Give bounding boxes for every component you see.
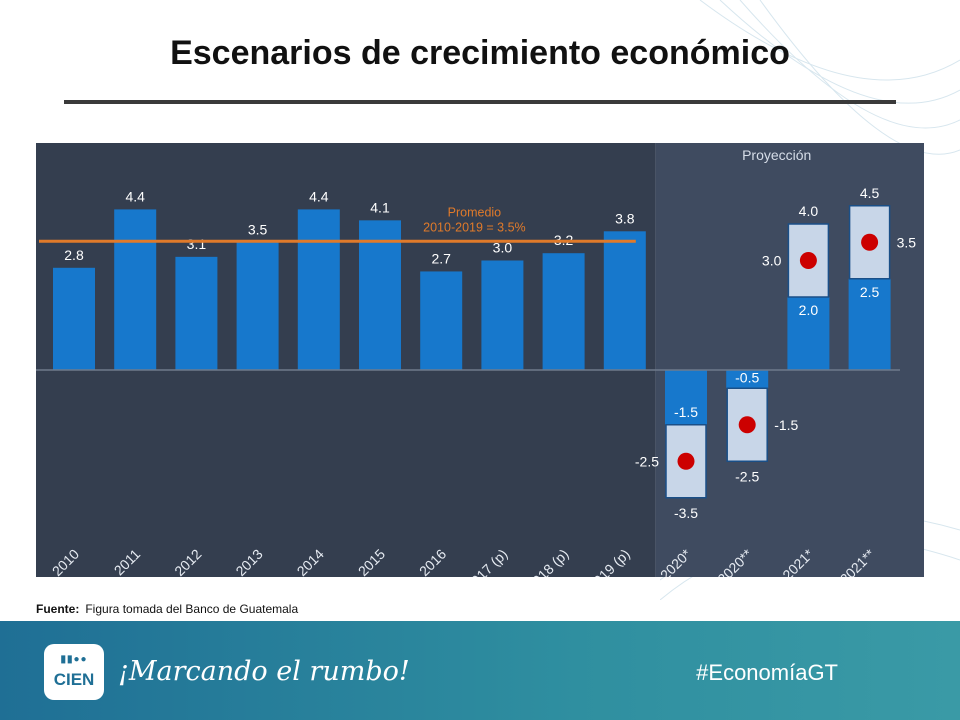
data-label-point-2020ss: -1.5 [774, 417, 798, 433]
logo-mark-icon: ▮▮●● [60, 654, 88, 665]
bar-2021ss [848, 278, 891, 370]
bar-2020s [665, 370, 707, 425]
hashtag: #EconomíaGT [696, 660, 838, 685]
data-label-point-2020s: -2.5 [635, 453, 659, 469]
data-label-point-2021ss: 3.5 [897, 234, 917, 250]
bar-2015 [359, 220, 401, 370]
bar-2010 [53, 267, 95, 370]
bar-2018p [542, 253, 585, 370]
data-label-2015: 4.1 [370, 199, 390, 215]
bar-2016 [420, 271, 463, 370]
bar-2012 [175, 256, 218, 370]
point-2020s [677, 452, 695, 470]
slogan: ¡Marcando el rumbo! [118, 656, 410, 687]
data-label-bar-2020s: -1.5 [674, 404, 698, 420]
cien-logo: ▮▮●● CIEN [44, 644, 104, 700]
projection-label: Proyección [742, 147, 811, 163]
source-text: Figura tomada del Banco de Guatemala [85, 602, 299, 616]
bar-2017p [481, 260, 524, 370]
page-title: Escenarios de crecimiento económico [170, 34, 790, 72]
range-box-2021s [787, 223, 830, 298]
logo-word: CIEN [53, 670, 95, 689]
bar-2013 [236, 242, 279, 370]
data-label-2013: 3.5 [248, 221, 268, 237]
data-label-2012: 3.1 [187, 236, 207, 252]
point-2020ss [738, 416, 756, 434]
data-label-2010: 2.8 [64, 247, 84, 263]
source-note: Fuente: Figura tomada del Banco de Guatem… [36, 602, 298, 616]
data-label-high-2021ss: 4.5 [860, 185, 880, 201]
bar-2021s [787, 297, 830, 370]
growth-chart: Proyección2.84.43.13.54.44.12.73.03.23.8… [36, 143, 924, 577]
bar-2019p [603, 231, 646, 370]
bar-2014 [297, 209, 340, 370]
title-divider [64, 100, 896, 104]
average-label-line2: 2010-2019 = 3.5% [423, 220, 526, 234]
data-label-2014: 4.4 [309, 188, 329, 204]
data-label-low-2020s: -3.5 [674, 505, 698, 521]
data-label-high-2021s: 4.0 [799, 203, 819, 219]
chart-svg: Proyección2.84.43.13.54.44.12.73.03.23.8… [36, 143, 924, 577]
data-label-2016: 2.7 [431, 250, 451, 266]
data-label-2011: 4.4 [125, 188, 145, 204]
point-2021s [799, 252, 817, 269]
footer-band [0, 621, 960, 720]
average-label-line1: Promedio [448, 205, 502, 219]
data-label-low-2020ss: -2.5 [735, 468, 759, 484]
bar-2011 [114, 209, 157, 370]
point-2021ss [861, 233, 879, 251]
data-label-point-2021s: 3.0 [762, 253, 782, 269]
data-label-2017p: 3.0 [493, 240, 513, 256]
data-label-bar-2021s: 2.0 [799, 302, 819, 318]
bar-2020ss [726, 370, 769, 389]
data-label-bar-2021ss: 2.5 [860, 284, 880, 300]
source-label: Fuente: [36, 602, 80, 616]
data-label-2019p: 3.8 [615, 210, 635, 226]
data-label-bar-2020ss: -0.5 [735, 369, 759, 385]
